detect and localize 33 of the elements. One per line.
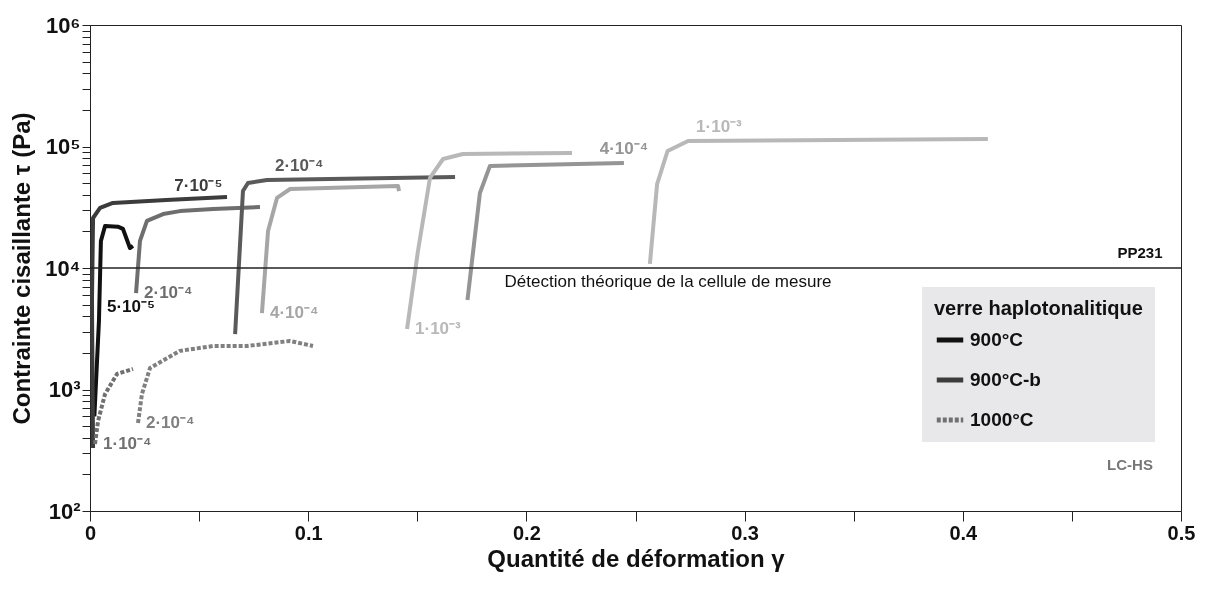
x-tick-label: 0.5: [1167, 521, 1196, 544]
x-axis-title: Quantité de déformation γ: [487, 544, 786, 572]
x-tick-label: 0.2: [512, 521, 541, 544]
annotation: 1·10⁻³: [696, 117, 743, 137]
y-tick-label: 10²: [48, 498, 81, 524]
line-series: [259, 184, 401, 316]
line-series: [647, 136, 990, 266]
line-series: [134, 204, 262, 296]
annotation: 1·10⁻³: [415, 318, 462, 338]
annotation: 1·10⁻⁴: [103, 434, 152, 453]
x-tick-label: 0.1: [294, 521, 323, 544]
x-tick-label: 0.4: [949, 521, 979, 544]
x-tick-label: 0.3: [731, 521, 760, 544]
annotation: 4·10⁻⁴: [599, 139, 649, 159]
line-series: [90, 195, 230, 450]
annotation: LC-HS: [1107, 456, 1153, 473]
y-tick-label: 10⁵: [45, 134, 81, 159]
legend-label: 1000°C: [970, 409, 1034, 430]
y-tick-label: 10³: [48, 377, 81, 402]
annotation: 4·10⁻⁴: [269, 303, 319, 323]
ref-line-label: Détection théorique de la cellule de mesure: [504, 272, 832, 291]
annotation: 2·10⁻⁴: [274, 156, 324, 175]
annotation: 7·10⁻⁵: [174, 175, 223, 195]
annotation: 2·10⁻⁴: [146, 413, 195, 432]
x-tick-label: 0: [84, 521, 97, 544]
legend-title: verre haplotonalitique: [934, 297, 1143, 319]
y-tick-label: 10⁶: [45, 12, 81, 38]
annotation: 5·10⁻⁵: [106, 297, 155, 317]
annotation: PP231: [1117, 244, 1163, 261]
legend-label: 900°C-b: [970, 369, 1041, 390]
y-axis-title: Contrainte cisaillante τ (Pa): [8, 112, 36, 425]
y-tick-label: 10⁴: [45, 255, 81, 281]
legend-label: 900°C: [970, 329, 1024, 350]
